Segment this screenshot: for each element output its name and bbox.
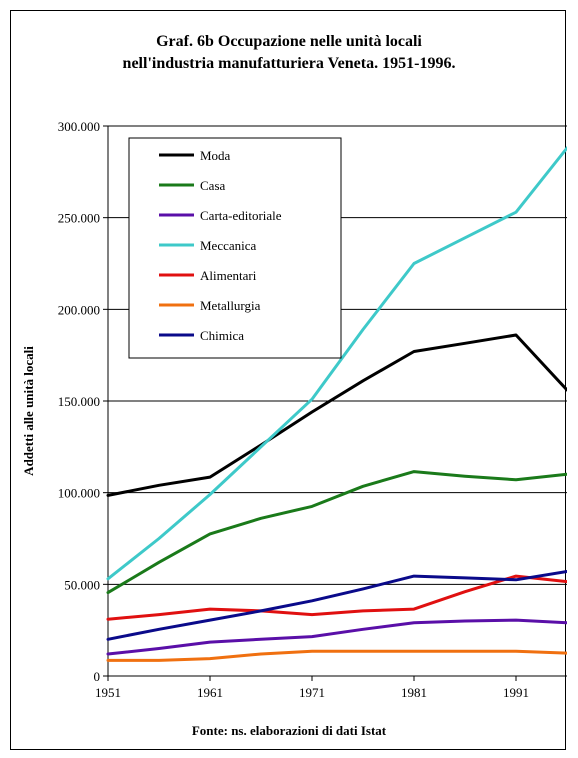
y-tick-label: 300.000 bbox=[58, 119, 100, 134]
series-line-metallurgia bbox=[106, 649, 567, 662]
series-line-meccanica bbox=[106, 146, 567, 581]
x-tick-label: 1971 bbox=[299, 685, 325, 700]
y-tick-label: 0 bbox=[94, 669, 101, 684]
legend-label-metallurgia: Metallurgia bbox=[200, 298, 261, 313]
series-line-alimentari bbox=[106, 574, 567, 621]
y-tick-label: 200.000 bbox=[58, 302, 100, 317]
series-line-chimica bbox=[106, 570, 567, 641]
chart-title-line-1: Graf. 6b Occupazione nelle unità locali bbox=[156, 33, 422, 50]
series-lines bbox=[106, 146, 567, 662]
y-tick-label: 250.000 bbox=[58, 211, 100, 226]
legend-label-alimentari: Alimentari bbox=[200, 268, 257, 283]
tick-labels: 0 50.000 100.000 150.000 200.000 250.000 300.0… bbox=[58, 119, 529, 700]
y-tick-label: 100.000 bbox=[58, 486, 100, 501]
legend-label-carta-editoriale: Carta-editoriale bbox=[200, 208, 282, 223]
legend-label-meccanica: Meccanica bbox=[200, 238, 257, 253]
chart-frame: Graf. 6b Occupazione nelle unità locali … bbox=[10, 10, 567, 750]
x-tick-label: 1991 bbox=[503, 685, 529, 700]
source-note: Fonte: ns. elaborazioni di dati Istat bbox=[191, 723, 387, 738]
y-tick-label: 50.000 bbox=[64, 577, 100, 592]
legend-label-casa: Casa bbox=[200, 178, 226, 193]
legend-label-moda: Moda bbox=[200, 148, 231, 163]
x-tick-label: 1951 bbox=[95, 685, 121, 700]
line-chart: 0 50.000 100.000 150.000 200.000 250.000 300.0… bbox=[21, 119, 567, 700]
chart-title-line-2: nell'industria manufatturiera Veneta. 19… bbox=[122, 55, 456, 72]
x-tick-label: 1981 bbox=[401, 685, 427, 700]
series-line-moda bbox=[106, 333, 567, 497]
series-line-carta-editoriale bbox=[106, 618, 567, 656]
x-tick-label: 1961 bbox=[197, 685, 223, 700]
y-axis-label: Addetti alle unità locali bbox=[21, 346, 36, 476]
chart-title: Graf. 6b Occupazione nelle unità locali … bbox=[11, 31, 567, 75]
legend-label-chimica: Chimica bbox=[200, 328, 244, 343]
y-tick-label: 150.000 bbox=[58, 394, 100, 409]
legend-box bbox=[128, 137, 342, 359]
series-line-casa bbox=[106, 470, 567, 595]
legend: Moda Casa Carta-editoriale Meccanica Aliment… bbox=[128, 137, 342, 359]
axes bbox=[103, 125, 567, 681]
